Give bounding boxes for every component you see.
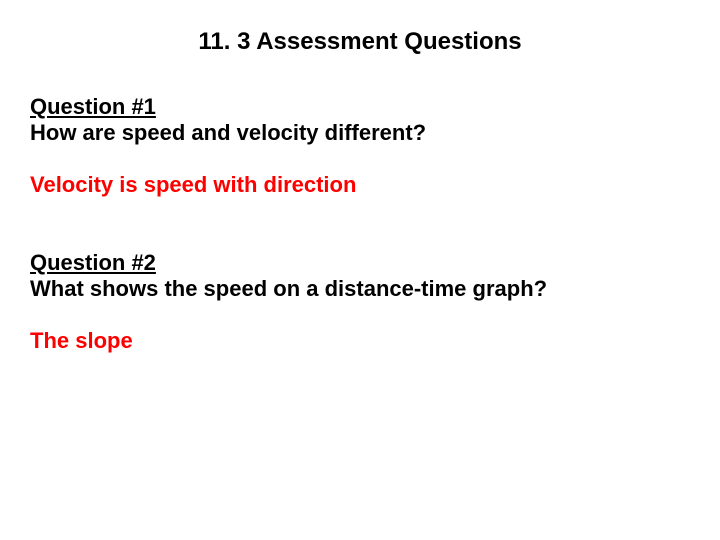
question-answer: The slope — [30, 328, 690, 354]
question-prompt: What shows the speed on a distance-time … — [30, 276, 690, 302]
question-heading: Question #1 — [30, 94, 690, 120]
page-title: 11. 3 Assessment Questions — [30, 28, 690, 56]
question-prompt: How are speed and velocity different? — [30, 120, 690, 146]
question-answer: Velocity is speed with direction — [30, 172, 690, 198]
question-block-1: Question #1 How are speed and velocity d… — [30, 94, 690, 198]
question-heading: Question #2 — [30, 250, 690, 276]
question-block-2: Question #2 What shows the speed on a di… — [30, 250, 690, 354]
